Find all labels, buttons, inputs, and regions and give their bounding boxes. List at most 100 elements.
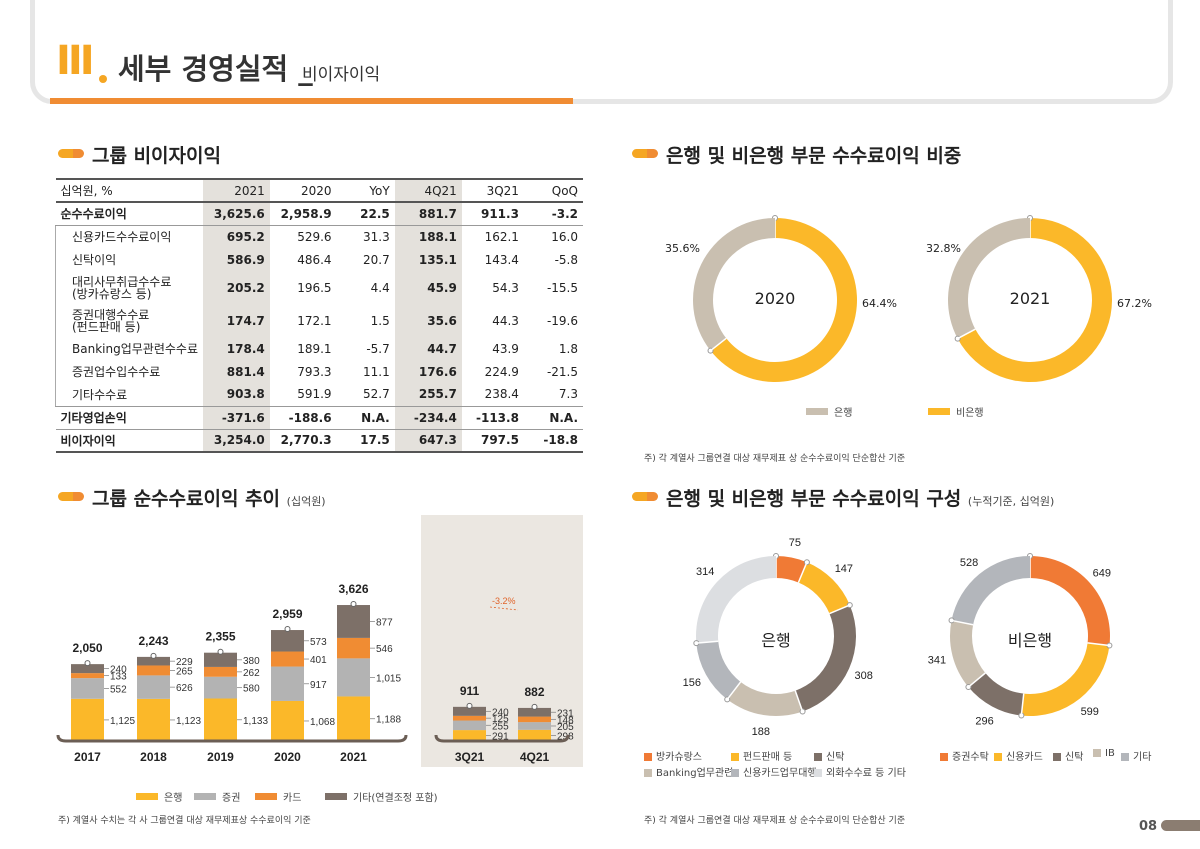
segment-value-label: 240	[110, 665, 127, 676]
bar-segment	[204, 676, 237, 699]
legend-swatch	[928, 408, 950, 415]
legend-swatch	[325, 793, 347, 800]
segment-value-label: 580	[243, 684, 260, 695]
table-cell: 196.5	[297, 280, 332, 295]
comp-unit: (누적기준, 십억원)	[967, 495, 1055, 508]
legend-swatch	[994, 753, 1002, 761]
legend-label: 증권수탁	[952, 752, 989, 763]
bar-segment	[453, 720, 486, 731]
table-cell: 3,625.6	[202, 202, 270, 226]
donut-slice	[948, 218, 1030, 339]
segment-value-label: 1,068	[310, 717, 335, 728]
legend-label: IB	[1105, 748, 1115, 759]
bar-segment	[453, 715, 486, 721]
legend-label: 기타	[1133, 752, 1152, 763]
slice-separator	[797, 561, 808, 583]
table-cell: -5.8	[554, 252, 578, 267]
legend-item: 신탁	[1053, 748, 1083, 763]
table-cell: 1.5	[370, 313, 390, 328]
segment-value-label: 205	[557, 722, 574, 733]
donut-slice	[950, 620, 986, 688]
bar-total-label: 2,243	[138, 634, 168, 648]
segment-value-label: 229	[176, 657, 193, 668]
legend-label: 기타(연결조정 포함)	[353, 793, 438, 804]
table-cell: -188.6	[269, 406, 337, 430]
page-subtitle: 비이자이익	[302, 65, 381, 85]
legend-securities: 증권	[194, 789, 240, 804]
segment-value-label: 240	[492, 707, 509, 718]
bar-segment	[453, 706, 486, 716]
row-label: 신탁이익	[54, 248, 203, 271]
table-cell: -3.2	[523, 202, 583, 226]
bar-top-dot	[350, 601, 357, 608]
bar-segment	[71, 673, 104, 679]
legend-swatch	[194, 793, 216, 800]
segment-value-label: 1,125	[110, 716, 135, 727]
segment-value-label: 1,133	[243, 716, 268, 727]
donut-slice	[968, 673, 1024, 716]
quarterly-panel-bg	[421, 515, 583, 767]
table-cell: 881.7	[394, 202, 462, 226]
table-row: Banking업무관련수수료 178.4 189.1 -5.7 44.7 43.9 1.8	[54, 337, 584, 360]
trend-unit: (십억원)	[286, 495, 326, 508]
table-cell: -19.6	[546, 313, 578, 328]
bar-segment	[71, 664, 104, 674]
bar-segment	[71, 678, 104, 699]
table-header-cell: 2021	[202, 178, 270, 203]
slice-separator	[794, 690, 804, 712]
category-label: 2019	[207, 750, 234, 764]
donut-center-nonbank: 비은행	[1007, 631, 1053, 650]
donut-value-label: 649	[1093, 567, 1111, 579]
donut-label-2020-bank: 35.6%	[665, 242, 700, 255]
donut-slice	[1021, 642, 1110, 716]
row-label: 신용카드수수료이익	[54, 225, 203, 248]
segment-value-label: 291	[492, 732, 509, 743]
table-cell: 2,770.3	[269, 429, 337, 453]
trend-section-title: 그룹 순수수료이익 추이 (십억원)	[92, 484, 326, 511]
axis-bracket	[56, 734, 408, 743]
legend-nonbank: 비은행	[928, 404, 984, 419]
category-label: 2020	[274, 750, 301, 764]
share-footnote: 주) 각 계열사 그룹연결 대상 재무제표 상 순수수료이익 단순합산 기준	[644, 454, 906, 464]
non-interest-income-table: 십억원, % 2021 2020 YoY 4Q21 3Q21 QoQ 순수수료이…	[54, 178, 584, 453]
slice-separator	[1087, 642, 1110, 647]
segment-value-label: 231	[557, 708, 574, 719]
donut-value-label: 341	[928, 655, 946, 667]
share-donut-charts	[693, 215, 1112, 382]
category-label: 2021	[340, 750, 367, 764]
segment-value-label: 262	[243, 668, 260, 679]
table-cell: -371.6	[202, 406, 270, 430]
row-label: 증권업수입수수료	[54, 360, 203, 383]
legend-label: 신용카드	[1006, 752, 1043, 763]
table-cell: 172.1	[297, 313, 332, 328]
donut-slice	[776, 556, 807, 583]
table-cell: N.A.	[336, 406, 395, 430]
bar-top-dot	[217, 648, 224, 655]
legend-label: 펀드판매 등	[743, 752, 793, 763]
bullet-pill-icon	[58, 492, 84, 501]
legend-item: 펀드판매 등	[731, 748, 792, 763]
table-cell: 911.3	[461, 202, 524, 226]
segment-value-label: 1,015	[376, 673, 401, 684]
bar-segment	[271, 630, 304, 652]
donut-label-2020-nonbank: 64.4%	[862, 297, 897, 310]
donut-value-label: 296	[975, 716, 993, 728]
legend-label: 카드	[283, 793, 302, 804]
legend-label: 신용카드업무대행	[743, 768, 817, 779]
table-cell: 35.6	[394, 304, 462, 337]
table-cell: -18.8	[523, 429, 583, 453]
legend-item: 신용카드	[994, 748, 1043, 763]
row-label: 순수수료이익	[55, 202, 203, 226]
legend-swatch	[806, 408, 828, 415]
donut-value-label: 528	[960, 557, 978, 569]
legend-label: 신탁	[1065, 752, 1084, 763]
qoq-annotation-line	[489, 606, 519, 611]
row-label: 증권대행수수료 (펀드판매 등)	[54, 304, 203, 337]
legend-swatch	[136, 793, 158, 800]
bar-segment	[518, 722, 551, 730]
category-label: 2017	[74, 750, 101, 764]
bar-segment	[453, 730, 486, 741]
table-cell: 44.3	[492, 313, 519, 328]
table-cell: -5.7	[366, 341, 390, 356]
segment-value-label: 401	[310, 655, 327, 666]
